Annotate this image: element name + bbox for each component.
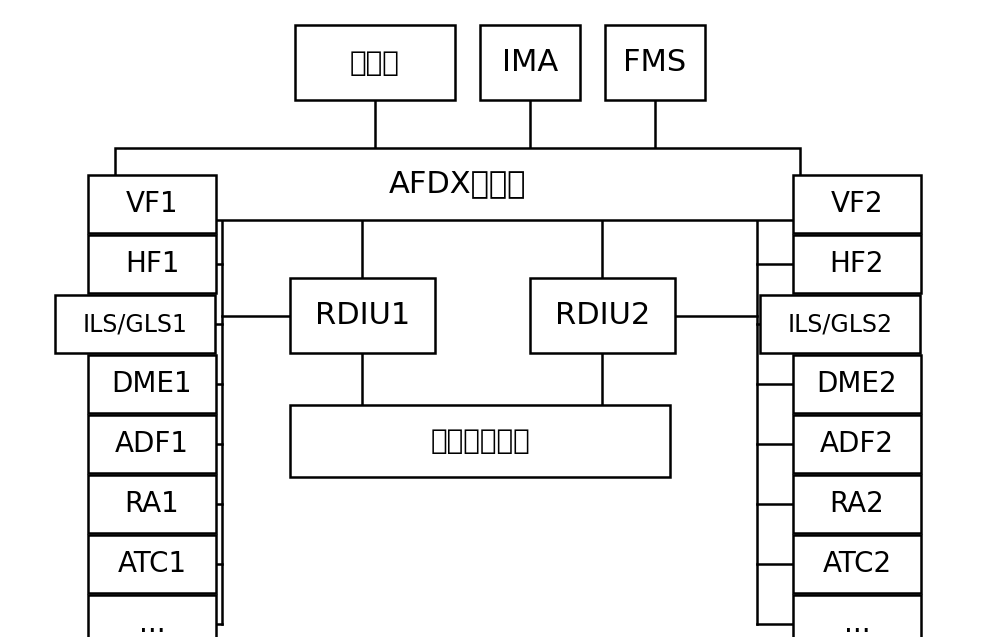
FancyBboxPatch shape — [793, 475, 921, 533]
FancyBboxPatch shape — [530, 278, 675, 353]
Text: ADF1: ADF1 — [115, 430, 189, 458]
FancyBboxPatch shape — [115, 148, 800, 220]
FancyBboxPatch shape — [793, 535, 921, 593]
Text: VF1: VF1 — [126, 190, 178, 218]
FancyBboxPatch shape — [793, 595, 921, 637]
FancyBboxPatch shape — [793, 235, 921, 293]
Text: HF1: HF1 — [125, 250, 179, 278]
FancyBboxPatch shape — [793, 355, 921, 413]
Text: DME2: DME2 — [817, 370, 897, 398]
FancyBboxPatch shape — [88, 475, 216, 533]
Text: VF2: VF2 — [831, 190, 883, 218]
Text: RDIU1: RDIU1 — [315, 301, 410, 330]
Text: FMS: FMS — [623, 48, 687, 77]
FancyBboxPatch shape — [295, 25, 455, 100]
FancyBboxPatch shape — [88, 235, 216, 293]
Text: ATC2: ATC2 — [822, 550, 892, 578]
Text: ATC1: ATC1 — [117, 550, 187, 578]
Text: ILS/GLS2: ILS/GLS2 — [788, 312, 893, 336]
FancyBboxPatch shape — [605, 25, 705, 100]
Text: AFDX交换机: AFDX交换机 — [389, 169, 526, 199]
Text: DME1: DME1 — [112, 370, 192, 398]
FancyBboxPatch shape — [290, 405, 670, 477]
FancyBboxPatch shape — [88, 535, 216, 593]
Text: IMA: IMA — [502, 48, 558, 77]
Text: ADF2: ADF2 — [820, 430, 894, 458]
FancyBboxPatch shape — [290, 278, 435, 353]
Text: ...: ... — [139, 610, 165, 637]
Text: HF2: HF2 — [830, 250, 884, 278]
Text: RDIU2: RDIU2 — [555, 301, 650, 330]
FancyBboxPatch shape — [480, 25, 580, 100]
FancyBboxPatch shape — [55, 295, 215, 353]
FancyBboxPatch shape — [88, 175, 216, 233]
Text: RA1: RA1 — [125, 490, 179, 518]
FancyBboxPatch shape — [88, 355, 216, 413]
Text: 调谐控制设备: 调谐控制设备 — [430, 427, 530, 455]
Text: RA2: RA2 — [830, 490, 884, 518]
FancyBboxPatch shape — [88, 595, 216, 637]
FancyBboxPatch shape — [793, 415, 921, 473]
FancyBboxPatch shape — [88, 415, 216, 473]
Text: ILS/GLS1: ILS/GLS1 — [83, 312, 187, 336]
Text: ...: ... — [844, 610, 870, 637]
Text: 触摸屏: 触摸屏 — [350, 48, 400, 76]
FancyBboxPatch shape — [760, 295, 920, 353]
FancyBboxPatch shape — [793, 175, 921, 233]
